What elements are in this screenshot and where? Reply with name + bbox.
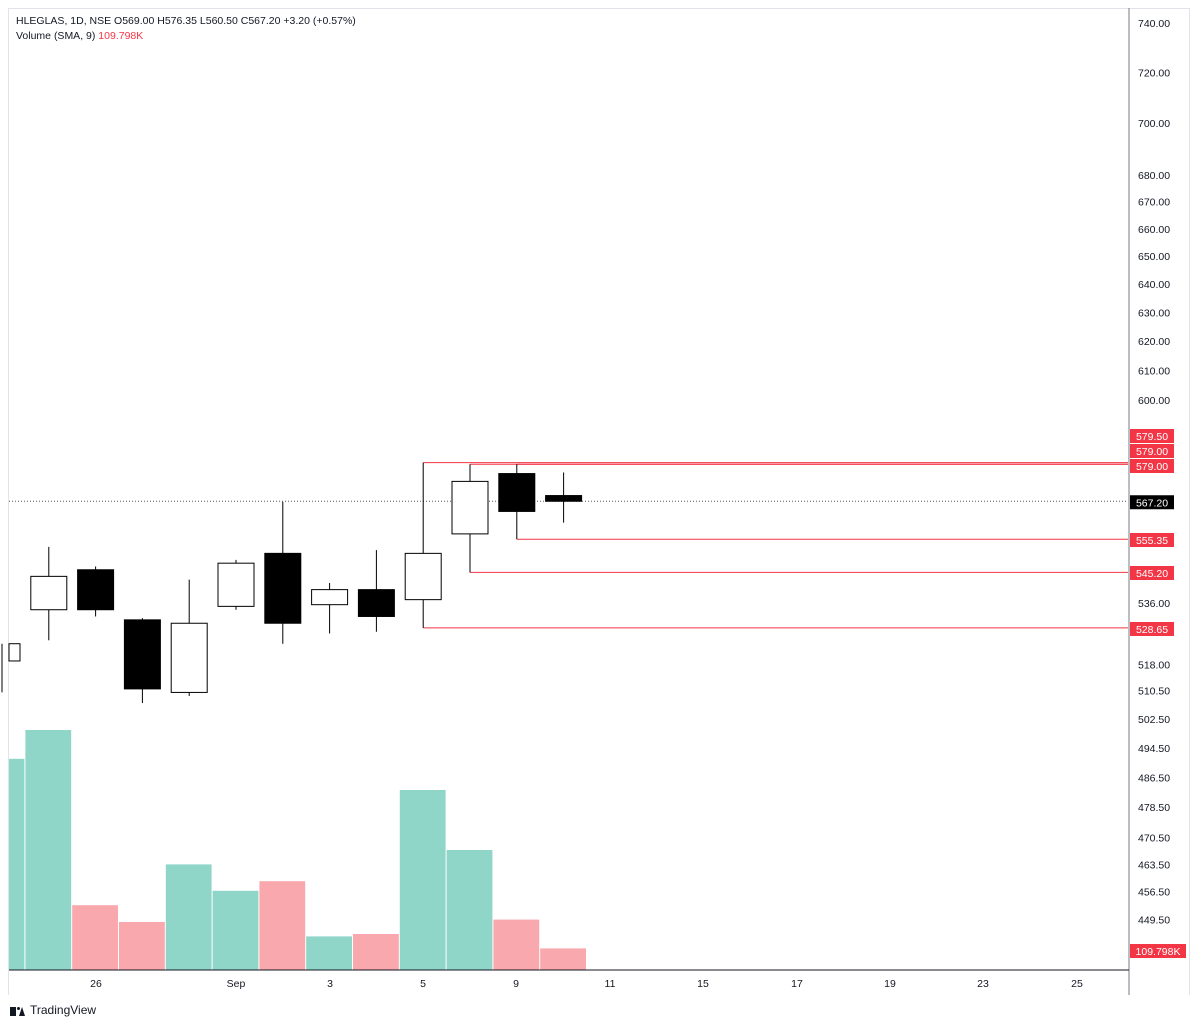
ohlc-h: H576.35 [154,15,197,27]
price-tick-label: 740.00 [1138,18,1170,30]
price-axis[interactable]: 740.00 720.00 700.00 680.00 670.00 660.00 650.… [1128,8,1170,995]
candle-body [357,589,395,617]
last-price-tag-bg [1130,495,1174,510]
candle-body [545,495,583,502]
level-price-tag: 579.00 [1136,461,1168,473]
volume-tag: 109.798K [1136,946,1181,958]
price-tick-label: 494.50 [1138,743,1170,755]
time-tick-label: Sep [227,978,246,990]
volume-bar [119,922,165,970]
candle-body [264,552,302,624]
volume-bar [259,881,306,970]
time-tick-label: 5 [420,978,426,990]
price-tick-label: 463.50 [1138,859,1170,871]
volume-row: Volume (SMA, 9) 109.798K [16,29,356,44]
level-price-tag: 555.35 [1136,535,1168,547]
level-price-tag-bg [1130,444,1174,458]
volume-bar [25,730,72,970]
price-tick-label: 478.50 [1138,802,1170,814]
price-tick-label: 470.50 [1138,832,1170,844]
volume-bar [306,936,352,970]
volume-bar [540,948,586,970]
ohlc-c: C567.20 [237,15,281,27]
level-price-tag-bg [1130,459,1174,473]
level-price-tag: 579.00 [1136,446,1168,458]
level-price-tag: 579.50 [1136,431,1168,443]
volume-indicator-label[interactable]: Volume (SMA, 9) [16,30,96,42]
level-price-tag-bg [1130,429,1174,443]
change-value: +3.20 (+0.57%) [283,15,356,27]
brand-name: TradingView [30,1003,97,1017]
price-tick-label: 680.00 [1138,170,1170,182]
price-tick-label: 600.00 [1138,395,1170,407]
price-tick-label: 502.50 [1138,714,1170,726]
volume-bar [165,864,212,970]
candle-body [451,480,489,535]
candle-body [311,589,349,606]
chart-frame [8,8,1190,995]
price-tick-label: 620.00 [1138,336,1170,348]
price-tick-label: 536.00 [1138,598,1170,610]
candle-body [8,643,21,662]
price-tick-label: 640.00 [1138,279,1170,291]
volume-pane [9,730,586,970]
candle-body [217,562,255,607]
ohlc-o: O569.00 [114,15,155,27]
time-tick-label: 17 [791,978,803,990]
level-price-tag-bg [1130,533,1174,547]
price-tick-label: 518.00 [1138,659,1170,671]
tradingview-brand[interactable]: TradingView [10,1003,96,1017]
volume-indicator-value: 109.798K [98,30,144,42]
candle-body [30,575,68,611]
symbol-row: HLEGLAS, 1D, NSE O569.00 H576.35 L560.50… [16,14,356,29]
symbol-line[interactable]: HLEGLAS, 1D, NSE [16,15,112,27]
candle-body [404,552,442,601]
candles [1,462,583,704]
level-price-tag-bg [1130,622,1174,636]
candle-body [498,473,536,512]
volume-bar [212,890,259,970]
price-tick-label: 630.00 [1138,307,1170,319]
time-tick-label: 11 [605,978,616,990]
price-tick-label: 486.50 [1138,772,1170,784]
level-price-tag: 545.20 [1136,568,1168,580]
volume-bar [9,758,25,970]
price-tick-label: 449.50 [1138,915,1170,927]
volume-bar [446,850,493,970]
ohlc-l: L560.50 [196,15,238,27]
price-tick-label: 700.00 [1138,118,1170,130]
price-tick-label: 670.00 [1138,197,1170,209]
tradingview-logo-icon [10,1005,26,1016]
price-tick-label: 650.00 [1138,251,1170,263]
level-price-tag-bg [1130,566,1174,580]
time-tick-label: 3 [327,978,333,990]
volume-bar [353,934,399,970]
time-tick-label: 19 [884,978,896,990]
chart-legend: HLEGLAS, 1D, NSE O569.00 H576.35 L560.50… [16,14,356,44]
time-axis[interactable]: 26 Sep 3 5 9 11 15 17 19 23 25 [9,969,1129,990]
candle-body [123,619,161,690]
time-tick-label: 15 [697,978,709,990]
price-tick-label: 610.00 [1138,365,1170,377]
volume-bar [493,919,540,970]
candle-body [77,569,115,611]
price-tick-label: 720.00 [1138,67,1170,79]
ohlc-values: O569.00 H576.35 L560.50 C567.20 [114,15,283,27]
time-tick-label: 23 [977,978,989,990]
price-tick-label: 510.50 [1138,686,1170,698]
candle-body [170,622,208,693]
volume-bar [399,790,446,970]
time-tick-label: 25 [1071,978,1083,990]
level-price-tag: 528.65 [1136,624,1168,636]
price-tick-label: 660.00 [1138,224,1170,236]
price-tags: 579.50 579.00 579.00 555.35 545.20 528.65 567.… [1130,429,1186,958]
time-tick-label: 9 [513,978,519,990]
time-tick-label: 26 [90,978,102,990]
volume-bar [72,905,118,970]
volume-tag-bg [1130,944,1186,958]
level-lines [423,462,1128,629]
last-price-tag: 567.20 [1136,497,1168,509]
price-tick-label: 456.50 [1138,887,1170,899]
